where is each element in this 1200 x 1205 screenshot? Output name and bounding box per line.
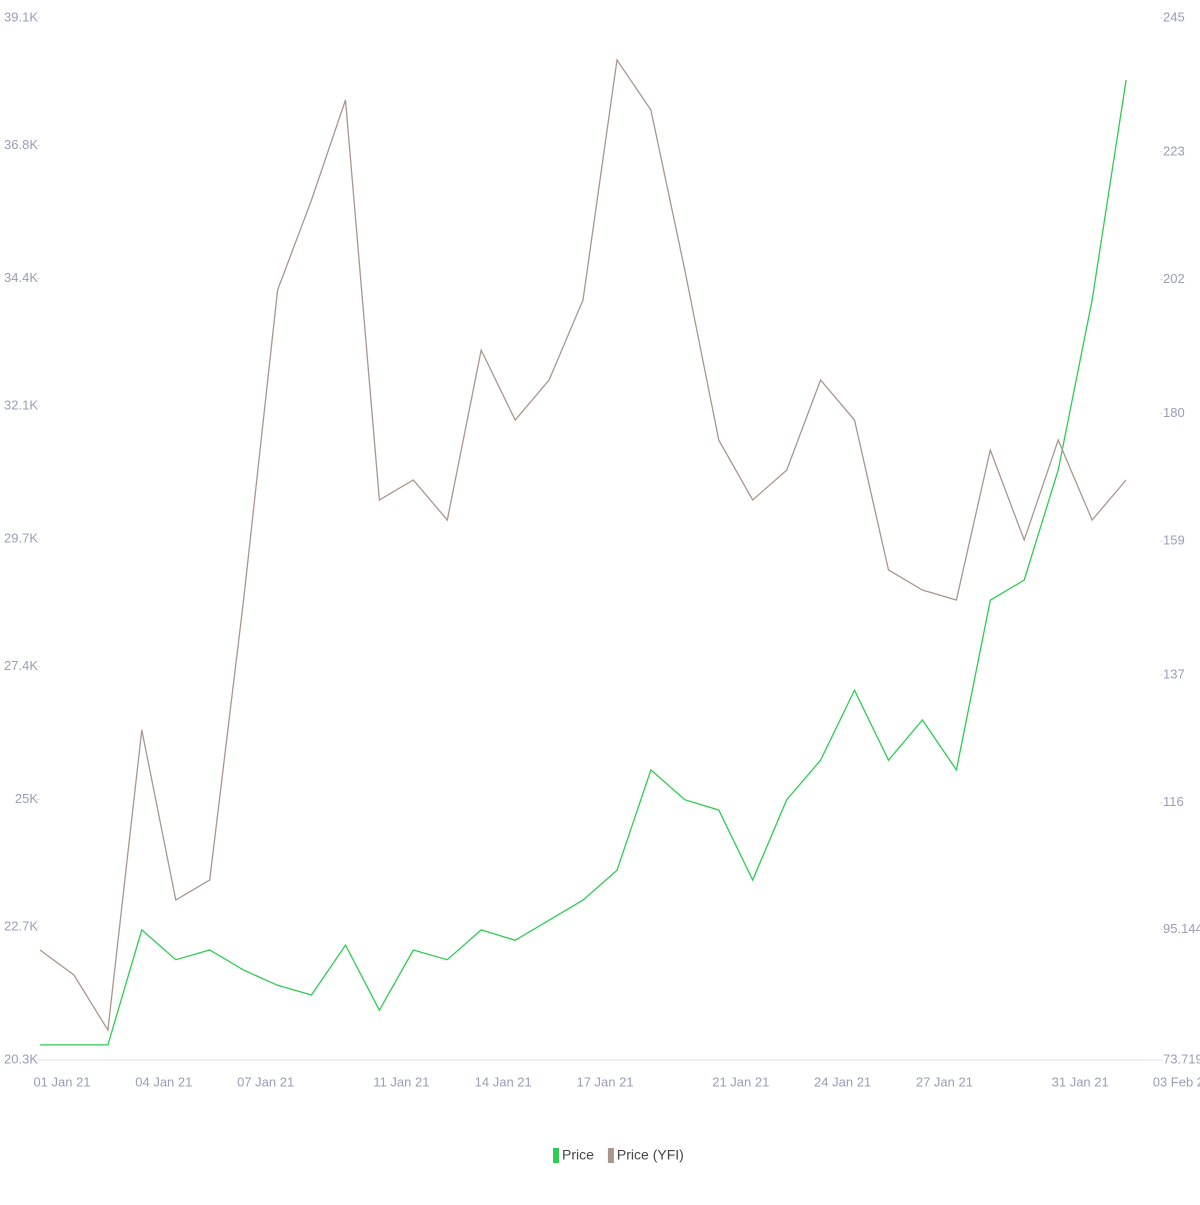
y-tick-label: 22.7K xyxy=(4,918,38,933)
y-tick-label: 29.7K xyxy=(4,530,38,545)
x-tick-label: 31 Jan 21 xyxy=(1052,1074,1109,1089)
x-tick-label: 04 Jan 21 xyxy=(135,1074,192,1089)
y2-tick-label: 137 xyxy=(1163,666,1185,681)
y-tick-label: 36.8K xyxy=(4,137,38,152)
y2-tick-label: 159 xyxy=(1163,533,1185,548)
y2-tick-label: 95.144 xyxy=(1163,921,1200,936)
y-tick-label: 32.1K xyxy=(4,397,38,412)
x-tick-label: 01 Jan 21 xyxy=(33,1074,90,1089)
x-tick-label: 07 Jan 21 xyxy=(237,1074,294,1089)
x-tick-label: 17 Jan 21 xyxy=(576,1074,633,1089)
series-line xyxy=(40,80,1127,1046)
x-tick-label: 27 Jan 21 xyxy=(916,1074,973,1089)
x-tick-label: 14 Jan 21 xyxy=(475,1074,532,1089)
y2-tick-label: 180 xyxy=(1163,405,1185,420)
legend-swatch xyxy=(607,1148,614,1163)
y-tick-label: 20.3K xyxy=(4,1051,38,1066)
y2-tick-label: 202 xyxy=(1163,271,1185,286)
x-tick-label: 11 Jan 21 xyxy=(373,1074,429,1089)
y-tick-label: 34.4K xyxy=(4,270,38,285)
y2-tick-label: 245 xyxy=(1163,9,1185,24)
legend: Price Price (YFI) xyxy=(553,1147,684,1163)
y-tick-label: 39.1K xyxy=(4,9,38,24)
legend-label: Price xyxy=(562,1147,594,1163)
y2-tick-label: 116 xyxy=(1163,794,1184,809)
y-tick-label: 27.4K xyxy=(4,658,38,673)
legend-swatch xyxy=(553,1148,559,1163)
series-line xyxy=(39,58,1127,1033)
x-tick-label: 24 Jan 21 xyxy=(814,1074,871,1089)
y2-tick-label: 73.719 xyxy=(1163,1051,1200,1066)
y2-tick-label: 223 xyxy=(1163,143,1185,158)
y-tick-label: 25K xyxy=(15,791,38,806)
legend-label: Price (YFI) xyxy=(617,1147,684,1163)
x-tick-label: 21 Jan 21 xyxy=(712,1074,769,1089)
x-tick-label: 03 Feb 21 xyxy=(1153,1074,1200,1089)
